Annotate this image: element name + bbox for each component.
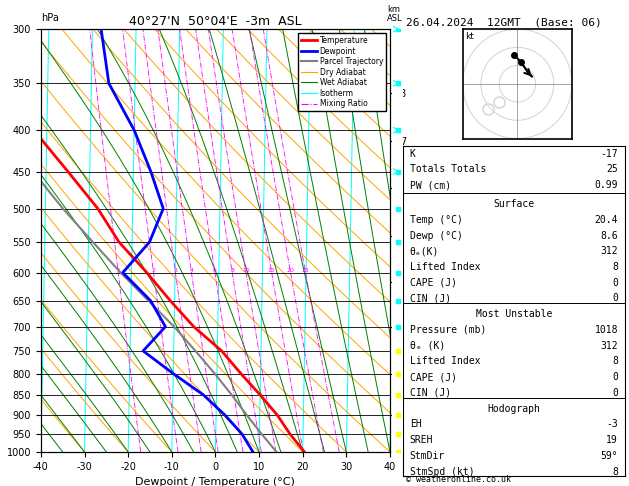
Text: CAPE (J): CAPE (J) — [410, 278, 457, 288]
Text: 1: 1 — [116, 268, 120, 273]
Y-axis label: Mixing Ratio (g/kg): Mixing Ratio (g/kg) — [408, 198, 417, 283]
Text: Most Unstable: Most Unstable — [476, 309, 552, 319]
Text: CAPE (J): CAPE (J) — [410, 372, 457, 382]
Text: 2: 2 — [152, 268, 155, 273]
Text: © weatheronline.co.uk: © weatheronline.co.uk — [406, 474, 511, 484]
Text: 8: 8 — [612, 262, 618, 272]
Text: StmSpd (kt): StmSpd (kt) — [410, 467, 474, 477]
Text: StmDir: StmDir — [410, 451, 445, 461]
Text: 15: 15 — [268, 268, 276, 273]
Text: 0: 0 — [612, 294, 618, 303]
Text: 6: 6 — [213, 268, 217, 273]
Legend: Temperature, Dewpoint, Parcel Trajectory, Dry Adiabat, Wet Adiabat, Isotherm, Mi: Temperature, Dewpoint, Parcel Trajectory… — [298, 33, 386, 111]
Text: km
ASL: km ASL — [387, 5, 403, 23]
Y-axis label: hPa: hPa — [0, 230, 1, 251]
Text: 25: 25 — [606, 164, 618, 174]
Text: 20: 20 — [287, 268, 294, 273]
Text: -3: -3 — [606, 419, 618, 429]
Text: 59°: 59° — [600, 451, 618, 461]
Text: 19: 19 — [606, 435, 618, 445]
Text: 8: 8 — [612, 356, 618, 366]
Text: -17: -17 — [600, 149, 618, 158]
Text: kt: kt — [465, 33, 474, 41]
Text: 312: 312 — [600, 341, 618, 351]
Text: Lifted Index: Lifted Index — [410, 356, 481, 366]
Text: θₑ(K): θₑ(K) — [410, 246, 439, 256]
Text: Hodograph: Hodograph — [487, 403, 540, 414]
Text: 10: 10 — [242, 268, 250, 273]
Title: 40°27'N  50°04'E  -3m  ASL: 40°27'N 50°04'E -3m ASL — [129, 15, 302, 28]
Text: 8: 8 — [230, 268, 234, 273]
Text: 4: 4 — [189, 268, 194, 273]
Text: hPa: hPa — [41, 13, 58, 23]
Text: SREH: SREH — [410, 435, 433, 445]
Text: 0: 0 — [612, 372, 618, 382]
X-axis label: Dewpoint / Temperature (°C): Dewpoint / Temperature (°C) — [135, 477, 296, 486]
Text: CIN (J): CIN (J) — [410, 294, 451, 303]
Text: Pressure (mb): Pressure (mb) — [410, 325, 486, 335]
Text: 20.4: 20.4 — [594, 215, 618, 225]
Text: 25: 25 — [301, 268, 309, 273]
Text: 3: 3 — [174, 268, 177, 273]
Text: K: K — [410, 149, 416, 158]
Text: Lifted Index: Lifted Index — [410, 262, 481, 272]
Text: 312: 312 — [600, 246, 618, 256]
Text: Surface: Surface — [493, 199, 535, 209]
Text: Dewp (°C): Dewp (°C) — [410, 230, 463, 241]
Text: θₑ (K): θₑ (K) — [410, 341, 445, 351]
Text: 1018: 1018 — [594, 325, 618, 335]
Text: 0: 0 — [612, 388, 618, 398]
Text: PW (cm): PW (cm) — [410, 180, 451, 190]
Text: 0: 0 — [612, 278, 618, 288]
Text: Temp (°C): Temp (°C) — [410, 215, 463, 225]
Text: LCL: LCL — [397, 389, 412, 398]
Text: 0.99: 0.99 — [594, 180, 618, 190]
Text: CIN (J): CIN (J) — [410, 388, 451, 398]
Text: 26.04.2024  12GMT  (Base: 06): 26.04.2024 12GMT (Base: 06) — [406, 17, 601, 27]
Text: EH: EH — [410, 419, 421, 429]
Text: Totals Totals: Totals Totals — [410, 164, 486, 174]
Text: 8: 8 — [612, 467, 618, 477]
Text: 8.6: 8.6 — [600, 230, 618, 241]
